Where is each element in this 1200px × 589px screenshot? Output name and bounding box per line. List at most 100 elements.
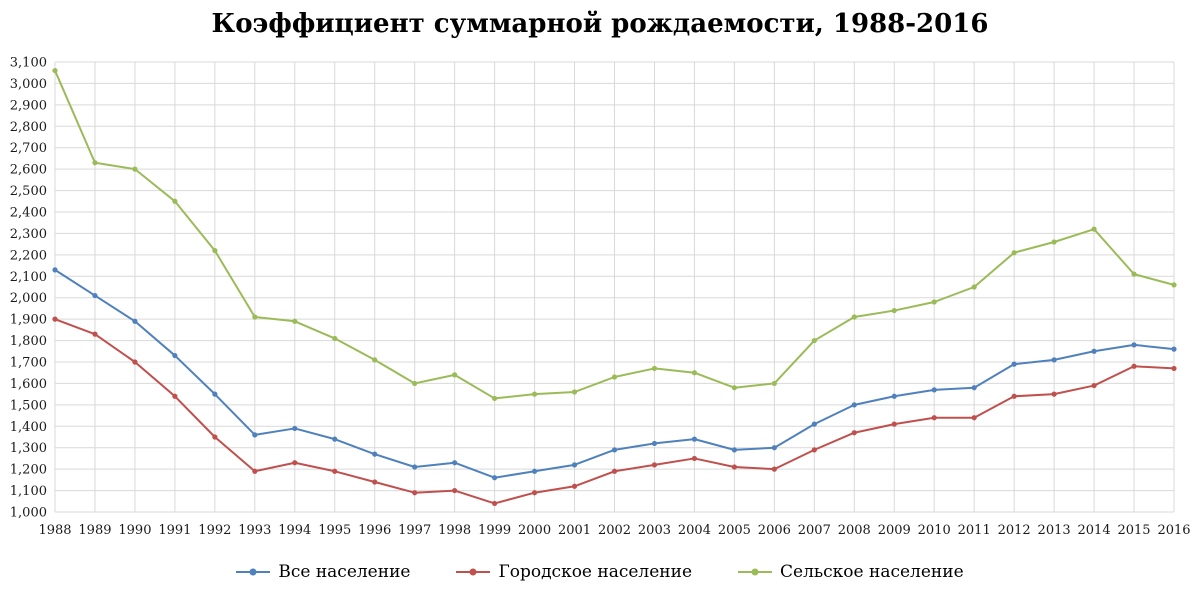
y-tick-label: 1,100: [10, 484, 47, 499]
data-point: [1171, 282, 1177, 288]
x-tick-label: 1989: [78, 523, 111, 538]
x-tick-label: 1999: [478, 523, 511, 538]
data-point: [1171, 346, 1177, 352]
x-tick-label: 1997: [398, 523, 431, 538]
data-point: [292, 460, 298, 466]
data-point: [771, 466, 777, 472]
y-tick-label: 3,000: [10, 77, 47, 92]
data-point: [332, 436, 338, 442]
data-point: [492, 395, 498, 402]
x-tick-label: 1988: [38, 523, 71, 538]
data-point: [452, 487, 458, 494]
y-tick-label: 1,300: [10, 441, 47, 456]
data-point: [531, 468, 538, 474]
x-tick-label: 1996: [358, 523, 391, 538]
data-point: [212, 247, 218, 254]
data-point: [1091, 382, 1097, 389]
y-tick-label: 2,300: [10, 227, 47, 242]
data-point: [372, 479, 378, 485]
data-point: [931, 415, 937, 421]
data-point: [971, 385, 977, 391]
y-tick-label: 2,000: [10, 291, 47, 306]
y-tick-label: 1,700: [10, 356, 47, 371]
y-tick-label: 2,600: [10, 163, 47, 178]
data-point: [931, 299, 937, 305]
x-tick-label: 2008: [838, 523, 871, 538]
data-point: [771, 445, 777, 451]
y-tick-label: 3,100: [10, 56, 47, 71]
legend-label-urban-population: Городское население: [498, 562, 693, 582]
data-point: [332, 335, 338, 342]
x-tick-label: 2006: [758, 523, 791, 538]
data-point: [531, 490, 538, 496]
x-tick-label: 2016: [1157, 523, 1190, 538]
data-point: [372, 357, 378, 363]
x-tick-label: 2007: [798, 523, 831, 538]
data-point: [691, 370, 698, 376]
y-tick-label: 1,800: [10, 334, 47, 349]
data-point: [92, 292, 98, 299]
data-point: [571, 462, 578, 468]
data-point: [731, 464, 737, 470]
data-point: [52, 267, 58, 273]
data-point: [731, 447, 737, 453]
y-tick-label: 2,100: [10, 270, 47, 285]
data-point: [412, 464, 418, 470]
data-point: [52, 67, 58, 74]
x-tick-label: 1994: [278, 523, 311, 538]
x-tick-label: 2000: [518, 523, 551, 538]
x-tick-label: 2014: [1078, 523, 1111, 538]
y-tick-label: 2,800: [10, 120, 47, 135]
line-marker-icon: [456, 568, 491, 576]
data-point: [1131, 271, 1137, 277]
x-tick-label: 2004: [678, 523, 711, 538]
data-point: [971, 415, 977, 421]
data-point: [611, 447, 618, 453]
data-point: [531, 391, 538, 397]
x-tick-label: 1991: [158, 523, 191, 538]
x-tick-label: 1992: [198, 523, 231, 538]
data-point: [172, 393, 178, 399]
data-point: [891, 421, 897, 427]
data-point: [292, 318, 298, 324]
data-point: [891, 393, 897, 399]
x-tick-label: 2015: [1117, 523, 1150, 538]
y-tick-label: 1,400: [10, 420, 47, 435]
y-tick-label: 1,200: [10, 463, 47, 478]
y-tick-label: 1,000: [10, 506, 47, 521]
x-tick-label: 2001: [558, 523, 591, 538]
legend-item-all-population: Все население: [236, 562, 410, 582]
data-point: [851, 430, 857, 436]
y-tick-label: 1,900: [10, 313, 47, 328]
y-tick-label: 2,700: [10, 141, 47, 156]
data-point: [1091, 226, 1097, 232]
data-point: [412, 380, 418, 387]
data-point: [771, 380, 777, 387]
y-tick-label: 1,600: [10, 377, 47, 392]
data-point: [811, 337, 817, 344]
data-point: [731, 385, 737, 391]
data-point: [52, 316, 58, 322]
line-marker-icon: [738, 568, 773, 576]
data-point: [412, 490, 418, 496]
chart-legend: Все население Городское население Сельск…: [0, 562, 1200, 582]
line-marker-icon: [236, 568, 271, 576]
data-point: [92, 160, 98, 166]
data-point: [292, 425, 298, 432]
data-point: [492, 500, 498, 507]
data-point: [611, 374, 618, 380]
data-point: [212, 434, 218, 440]
x-tick-label: 2002: [598, 523, 631, 538]
data-point: [1131, 342, 1137, 348]
data-point: [851, 402, 857, 408]
chart-title: Коэффициент суммарной рождаемости, 1988-…: [211, 9, 989, 39]
data-point: [132, 318, 138, 324]
data-point: [252, 314, 258, 320]
legend-label-all-population: Все население: [278, 562, 411, 582]
data-point: [811, 421, 817, 427]
data-point: [132, 359, 138, 365]
data-point: [1051, 357, 1057, 363]
x-tick-label: 1995: [318, 523, 351, 538]
data-point: [252, 432, 258, 438]
x-tick-label: 1990: [118, 523, 151, 538]
